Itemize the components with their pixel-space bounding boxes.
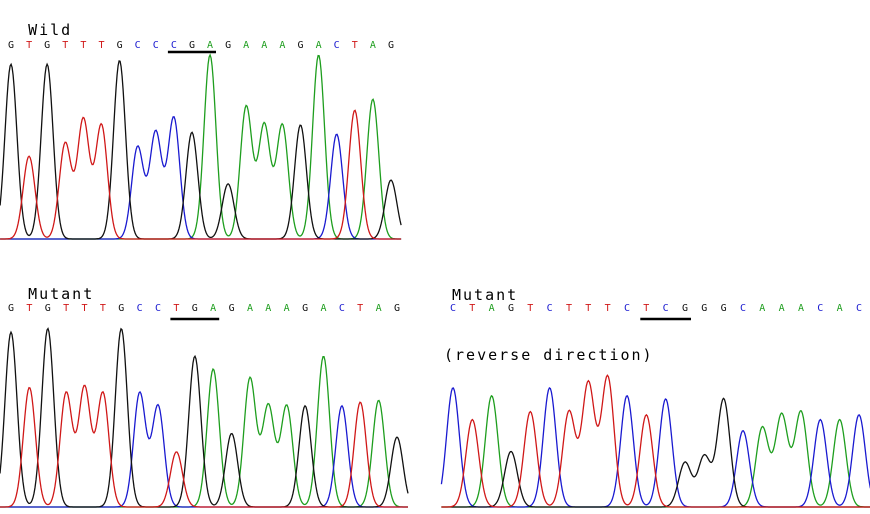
base-call: A: [247, 303, 253, 314]
base-call: T: [26, 303, 32, 314]
base-call: T: [605, 303, 611, 314]
base-call: G: [721, 303, 727, 314]
base-call: C: [663, 303, 669, 314]
base-call: G: [44, 40, 50, 51]
base-call: A: [759, 303, 765, 314]
base-call: A: [837, 303, 843, 314]
trace-T: [441, 374, 870, 508]
base-call: A: [265, 303, 271, 314]
base-call: T: [98, 40, 104, 51]
base-call: G: [302, 303, 308, 314]
base-call: C: [817, 303, 823, 314]
base-call: A: [798, 303, 804, 314]
base-call: G: [297, 40, 303, 51]
base-call: G: [8, 40, 14, 51]
base-call: C: [135, 40, 141, 51]
base-call: A: [243, 40, 249, 51]
trace-A: [0, 53, 402, 240]
base-call: C: [155, 303, 161, 314]
base-call: A: [489, 303, 495, 314]
base-call: T: [566, 303, 572, 314]
trace-C: [440, 386, 870, 508]
base-call: A: [207, 40, 213, 51]
base-call: C: [339, 303, 345, 314]
base-call: G: [189, 40, 195, 51]
trace-T: [0, 384, 408, 508]
trace-G: [441, 397, 870, 508]
base-call: C: [137, 303, 143, 314]
base-call: C: [171, 40, 177, 51]
base-call: G: [388, 40, 394, 51]
base-call: G: [225, 40, 231, 51]
base-call: A: [779, 303, 785, 314]
base-call: G: [394, 303, 400, 314]
base-call: G: [682, 303, 688, 314]
base-call: A: [320, 303, 326, 314]
base-call: C: [547, 303, 553, 314]
panel-title-line: Mutant: [452, 286, 519, 304]
panel-title-line: (reverse direction): [444, 346, 654, 364]
base-call: T: [100, 303, 106, 314]
base-call: G: [701, 303, 707, 314]
panel-title-wild: Wild: [6, 0, 72, 40]
base-call: G: [118, 303, 124, 314]
panel-title-line: Wild: [28, 21, 73, 39]
base-call: A: [370, 40, 376, 51]
panel-title-line: Mutant: [28, 285, 95, 303]
base-call: G: [229, 303, 235, 314]
trace-A: [441, 394, 870, 508]
panel-title-mutant-reverse: Mutant (reverse direction): [444, 245, 654, 385]
base-call: A: [261, 40, 267, 51]
trace-T: [0, 109, 402, 240]
base-call: C: [334, 40, 340, 51]
base-call: T: [527, 303, 533, 314]
base-call: T: [469, 303, 475, 314]
base-call: C: [740, 303, 746, 314]
panel-title-mutant: Mutant: [6, 264, 94, 304]
base-call: T: [80, 40, 86, 51]
base-call: A: [284, 303, 290, 314]
base-call: T: [26, 40, 32, 51]
base-call: G: [117, 40, 123, 51]
base-call: T: [81, 303, 87, 314]
base-call: T: [63, 303, 69, 314]
base-call: T: [352, 40, 358, 51]
base-call: C: [450, 303, 456, 314]
base-call: T: [62, 40, 68, 51]
base-call: T: [585, 303, 591, 314]
base-call: A: [210, 303, 216, 314]
trace-G: [0, 60, 402, 240]
base-call: T: [643, 303, 649, 314]
base-call: G: [8, 303, 14, 314]
base-call: A: [316, 40, 322, 51]
base-call: G: [45, 303, 51, 314]
base-call: G: [192, 303, 198, 314]
base-call: C: [153, 40, 159, 51]
base-call: T: [357, 303, 363, 314]
trace-G: [0, 327, 409, 508]
base-call: A: [376, 303, 382, 314]
base-call: G: [508, 303, 514, 314]
base-call: C: [856, 303, 862, 314]
base-call: C: [624, 303, 630, 314]
base-call: A: [279, 40, 285, 51]
base-call: T: [173, 303, 179, 314]
